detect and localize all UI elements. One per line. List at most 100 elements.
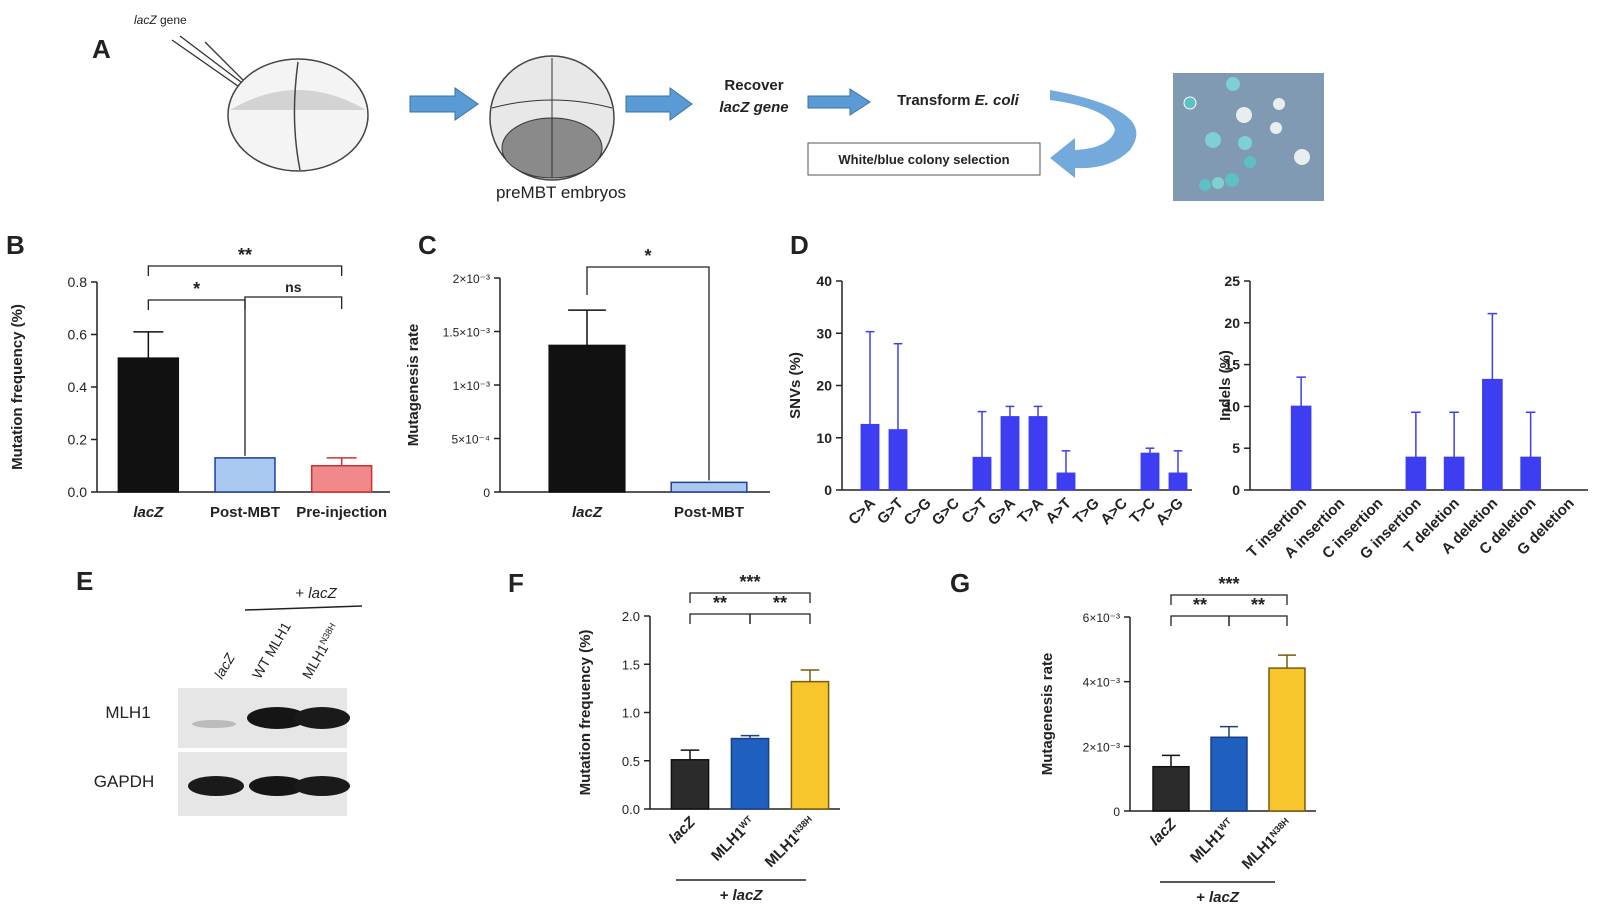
significance-bracket xyxy=(749,613,811,624)
significance-bracket xyxy=(147,299,246,456)
lane-label: WT MLH1 xyxy=(249,619,294,682)
blot-band xyxy=(294,776,350,796)
y-tick-label: 30 xyxy=(816,325,832,341)
significance-label: *** xyxy=(739,572,760,592)
x-tick-label: MLH1N38H xyxy=(1239,816,1296,873)
panel-label: D xyxy=(790,230,809,260)
y-tick-label: 10 xyxy=(1224,398,1240,414)
y-tick-label: 0 xyxy=(1113,805,1120,819)
group-label: + lacZ xyxy=(720,887,764,904)
bar xyxy=(1405,456,1427,491)
y-tick-label: 0.2 xyxy=(68,432,88,448)
bar xyxy=(1520,456,1541,491)
bar xyxy=(888,429,908,491)
bar xyxy=(1290,405,1312,491)
x-tick-label: G>T xyxy=(874,495,907,528)
y-tick-label: 1.5×10⁻³ xyxy=(443,326,490,340)
blot-group-plus: + xyxy=(295,585,308,602)
blot-row-label: GAPDH xyxy=(94,772,154,791)
transform-organism: E. coli xyxy=(975,92,1020,109)
y-tick-label: 6×10⁻³ xyxy=(1083,611,1120,625)
y-tick-label: 0.8 xyxy=(68,274,88,290)
x-tick-label-text: T>A xyxy=(1014,495,1046,527)
error-bar xyxy=(865,330,875,425)
x-tick-label: lacZ xyxy=(666,813,700,847)
bar xyxy=(1443,456,1465,491)
significance-bracket xyxy=(586,266,710,481)
x-tick-label-text: G>C xyxy=(929,495,963,529)
bar xyxy=(730,737,770,810)
y-tick-label: 0 xyxy=(1232,482,1240,498)
bar xyxy=(310,465,373,493)
lane-label-main: MLH1 xyxy=(299,641,332,682)
blot-band xyxy=(192,720,236,728)
bar xyxy=(1152,765,1190,812)
x-tick-label-text: lacZ xyxy=(133,504,164,521)
error-bar xyxy=(1162,754,1180,767)
y-axis-title: Mutation frequency (%) xyxy=(577,630,594,796)
x-tick-label: Pre-injection xyxy=(296,504,387,521)
blot-row-label: MLH1 xyxy=(105,703,150,722)
y-axis-title: Mutagenesis rate xyxy=(1039,653,1056,776)
y-tick-label: 2×10⁻³ xyxy=(453,272,490,286)
error-bar xyxy=(1061,450,1071,474)
significance-label: ** xyxy=(238,245,252,265)
x-tick-label-text: lacZ xyxy=(1147,815,1181,849)
x-tick-label: T>C xyxy=(1126,495,1158,527)
y-tick-label: 20 xyxy=(816,378,832,394)
x-tick-label: C>T xyxy=(958,495,990,527)
error-bar xyxy=(568,309,606,346)
bar xyxy=(670,759,710,810)
bar xyxy=(790,680,830,810)
x-tick-label: lacZ xyxy=(572,504,603,521)
x-tick-label-text: Post-MBT xyxy=(674,504,744,521)
x-tick-label-text: G>T xyxy=(874,495,907,528)
x-tick-label-text: C>G xyxy=(901,495,935,529)
y-tick-label: 0.5 xyxy=(622,754,640,769)
x-tick-label-text: lacZ xyxy=(572,504,603,521)
x-tick-label: lacZ xyxy=(1147,815,1181,849)
bar xyxy=(972,456,992,491)
significance-label: ns xyxy=(285,279,302,295)
colony-plate xyxy=(1173,73,1324,201)
blot-band xyxy=(294,707,350,729)
bar xyxy=(1028,416,1048,491)
x-tick-label: C>G xyxy=(901,495,935,529)
group-label: + lacZ xyxy=(1196,889,1240,906)
panel-label: B xyxy=(6,230,25,260)
error-bar xyxy=(1411,411,1421,458)
arrow xyxy=(625,87,693,121)
significance-bracket xyxy=(244,296,343,309)
x-tick-label: MLH1WT xyxy=(708,813,759,864)
bar xyxy=(1268,667,1306,812)
bar xyxy=(1168,472,1188,491)
panel-label: E xyxy=(76,566,93,596)
bar xyxy=(548,344,626,493)
significance-label: ** xyxy=(773,593,787,613)
y-tick-label: 0.6 xyxy=(68,327,88,343)
x-tick-label-text: G>A xyxy=(985,495,1019,529)
y-tick-label: 0.4 xyxy=(68,379,88,395)
lane-label: lacZ xyxy=(211,650,238,681)
x-tick-label: lacZ xyxy=(133,504,164,521)
y-tick-label: 5×10⁻⁴ xyxy=(451,433,490,447)
blot-group-gene: lacZ xyxy=(308,585,337,602)
error-bar xyxy=(133,331,164,359)
embryo-8cell xyxy=(489,55,615,181)
injection-label-gene: lacZ xyxy=(134,13,157,27)
y-tick-label: 15 xyxy=(1224,357,1240,373)
bar xyxy=(670,481,748,493)
x-tick-label: A>T xyxy=(1042,495,1074,527)
panel-label: A xyxy=(92,34,111,64)
error-bar xyxy=(326,457,357,466)
significance-bracket xyxy=(147,265,343,276)
bar xyxy=(117,357,180,493)
y-tick-label: 2.0 xyxy=(622,609,640,624)
bar xyxy=(1482,378,1503,491)
significance-label: * xyxy=(193,279,200,299)
x-tick-label-text: T>C xyxy=(1126,495,1158,527)
bar xyxy=(1210,736,1248,812)
x-tick-label-text: A>G xyxy=(1153,495,1187,529)
y-tick-label: 2×10⁻³ xyxy=(1083,740,1120,754)
error-bar xyxy=(1005,405,1015,417)
